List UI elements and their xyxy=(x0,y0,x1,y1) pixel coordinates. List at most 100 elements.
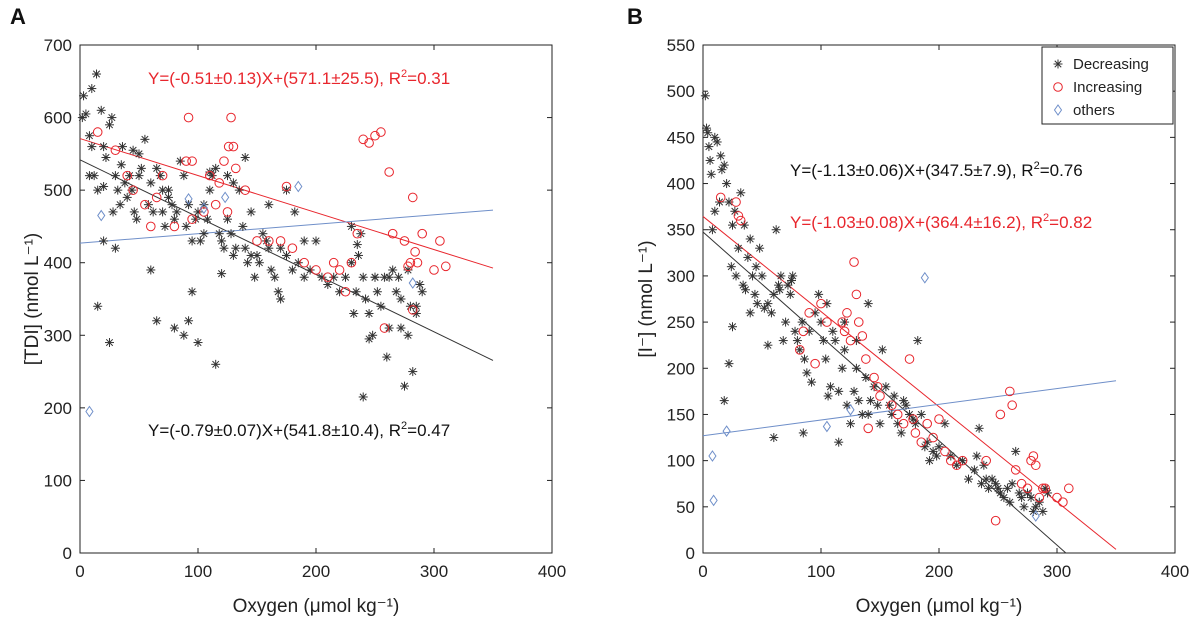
point-decreasing xyxy=(785,289,795,299)
plot-area-b xyxy=(702,44,1176,554)
point-decreasing xyxy=(99,236,109,246)
legend-box xyxy=(1041,46,1174,125)
point-decreasing xyxy=(99,142,109,152)
point-decreasing xyxy=(120,178,130,188)
point-decreasing xyxy=(823,391,833,401)
point-decreasing xyxy=(238,221,248,231)
point-decreasing xyxy=(219,243,229,253)
point-decreasing xyxy=(364,334,374,344)
point-decreasing xyxy=(282,250,291,260)
point-decreasing xyxy=(795,345,805,355)
point-decreasing xyxy=(179,171,189,181)
x-tick-label: 200 xyxy=(925,562,953,581)
point-decreasing xyxy=(276,294,286,304)
y-tick-label: 600 xyxy=(44,109,72,128)
point-increasing xyxy=(904,354,915,364)
point-increasing xyxy=(853,317,864,327)
point-decreasing xyxy=(261,236,271,246)
point-increasing xyxy=(869,372,879,383)
point-decreasing xyxy=(352,240,362,250)
equation-red-a: Y=(-0.51±0.13)X+(571.1±25.5), R2=0.31 xyxy=(148,68,450,88)
point-others xyxy=(408,277,417,289)
point-increasing xyxy=(837,317,848,327)
point-increasing xyxy=(842,308,852,318)
point-decreasing xyxy=(1017,493,1027,503)
legend-marker-decreasing xyxy=(1053,59,1063,69)
y-tick-label: 350 xyxy=(667,221,695,240)
point-increasing xyxy=(822,317,832,327)
point-decreasing xyxy=(160,221,170,231)
point-others xyxy=(85,405,94,418)
point-decreasing xyxy=(254,258,264,268)
point-increasing xyxy=(1022,483,1033,494)
point-decreasing xyxy=(384,272,394,282)
point-others xyxy=(221,191,230,204)
point-others xyxy=(846,403,855,416)
point-decreasing xyxy=(710,206,720,216)
point-decreasing xyxy=(733,243,743,253)
equation-red-b: Y=(-1.03±0.08)X+(364.4±16.2), R2=0.82 xyxy=(790,212,1092,232)
point-decreasing xyxy=(974,423,984,433)
point-increasing xyxy=(715,192,726,203)
point-decreasing xyxy=(93,301,103,311)
plot-area-a xyxy=(79,44,553,554)
point-decreasing xyxy=(875,419,885,429)
point-decreasing xyxy=(164,192,173,202)
point-others xyxy=(199,202,209,215)
x-tick-label: 100 xyxy=(807,562,835,581)
x-tick-label: 100 xyxy=(184,562,212,581)
point-decreasing xyxy=(187,287,197,297)
ticks-b: 0 100 200 300 400 0 50 100 150 200 250 300 350 400 450… xyxy=(667,36,1190,581)
point-increasing xyxy=(417,228,428,239)
point-decreasing xyxy=(881,382,891,392)
point-decreasing xyxy=(341,272,350,282)
scatter-points-b xyxy=(700,91,1074,526)
point-increasing xyxy=(863,423,874,434)
point-increasing xyxy=(1034,492,1045,503)
point-increasing xyxy=(957,455,968,466)
point-decreasing xyxy=(766,308,776,318)
point-decreasing xyxy=(132,214,142,224)
point-increasing xyxy=(887,400,897,411)
point-decreasing xyxy=(719,160,729,170)
point-decreasing xyxy=(181,221,191,231)
point-decreasing xyxy=(287,265,297,275)
point-decreasing xyxy=(763,299,773,309)
point-decreasing xyxy=(110,171,120,181)
y-tick-label: 200 xyxy=(667,359,695,378)
y-tick-label: 250 xyxy=(667,313,695,332)
point-decreasing xyxy=(231,243,241,253)
point-decreasing xyxy=(745,308,755,318)
point-decreasing xyxy=(391,287,401,297)
point-increasing xyxy=(981,455,992,466)
point-decreasing xyxy=(995,488,1005,498)
y-tick-label: 550 xyxy=(667,36,695,55)
eq-sup: 2 xyxy=(1034,160,1040,172)
point-increasing xyxy=(187,156,197,166)
point-increasing xyxy=(399,236,410,246)
point-others xyxy=(184,192,193,205)
point-others xyxy=(822,420,832,433)
eq-tail: =0.31 xyxy=(407,69,450,88)
point-decreasing xyxy=(958,456,968,466)
point-increasing xyxy=(403,261,413,272)
point-increasing xyxy=(1005,386,1015,397)
point-decreasing xyxy=(722,179,732,189)
point-increasing xyxy=(1010,465,1021,475)
point-others xyxy=(294,180,303,193)
point-decreasing xyxy=(110,243,120,253)
y-axis-label-b: [I⁻] (nmol L⁻¹) xyxy=(636,240,657,357)
point-decreasing xyxy=(830,336,840,346)
point-increasing xyxy=(157,170,168,181)
point-decreasing xyxy=(108,207,118,217)
point-decreasing xyxy=(226,229,236,239)
point-decreasing xyxy=(940,419,950,429)
point-increasing xyxy=(1038,483,1048,494)
y-tick-label: 300 xyxy=(667,267,695,286)
point-decreasing xyxy=(849,386,859,396)
point-decreasing xyxy=(750,289,760,299)
point-decreasing xyxy=(837,363,847,373)
point-decreasing xyxy=(202,214,212,224)
eq-sup: 2 xyxy=(401,420,407,432)
point-decreasing xyxy=(873,400,883,410)
